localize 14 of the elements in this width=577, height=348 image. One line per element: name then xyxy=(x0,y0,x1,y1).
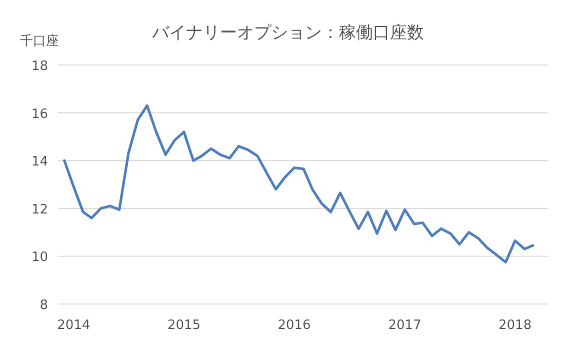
x-tick-label: 2017 xyxy=(388,318,422,333)
y-axis-title: 千口座 xyxy=(20,33,59,49)
x-tick-label: 2018 xyxy=(498,318,532,333)
x-tick-label: 2016 xyxy=(278,318,311,333)
chart-title: バイナリーオプション：稼働口座数 xyxy=(151,23,424,43)
y-tick-label: 14 xyxy=(31,154,48,170)
x-tick-label: 2015 xyxy=(167,318,201,333)
y-tick-label: 8 xyxy=(40,298,48,313)
y-tick-label: 18 xyxy=(31,59,48,74)
y-tick-label: 12 xyxy=(31,202,48,218)
x-tick-label: 2014 xyxy=(57,318,90,333)
line-series xyxy=(63,104,534,264)
y-tick-label: 10 xyxy=(31,250,48,266)
y-tick-label: 16 xyxy=(31,106,48,122)
